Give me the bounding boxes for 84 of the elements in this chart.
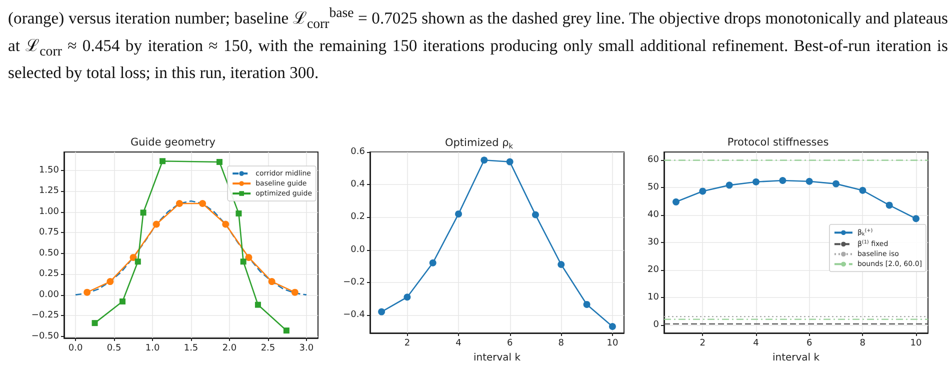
- point: [912, 215, 920, 222]
- point: [583, 300, 590, 308]
- x-tick-label: 4: [753, 338, 760, 348]
- point: [84, 288, 91, 296]
- y-tick-label: 0.75: [38, 228, 59, 238]
- y-tick-label: 40: [648, 210, 660, 220]
- point: [752, 178, 760, 186]
- point: [160, 158, 166, 164]
- point: [404, 294, 411, 301]
- point: [506, 158, 514, 166]
- y-tick-label: 30: [648, 238, 660, 248]
- y-tick-label: 60: [648, 155, 660, 166]
- x-tick-label: 10: [606, 338, 618, 348]
- point: [726, 182, 733, 189]
- x-tick-label: 2.5: [260, 344, 276, 354]
- x-tick-label: 6: [806, 338, 812, 348]
- point: [886, 202, 893, 209]
- y-tick-label: 1.25: [38, 186, 59, 196]
- y-tick-label: 1.50: [38, 165, 60, 176]
- x-axis-title: interval k: [473, 352, 521, 364]
- x-tick-label: 1.0: [145, 344, 160, 354]
- y-tick-label: 1.00: [38, 206, 60, 217]
- x-tick-label: 2.0: [222, 344, 237, 354]
- point: [222, 220, 230, 228]
- point: [378, 308, 386, 316]
- point: [199, 200, 206, 207]
- y-tick-label: 50: [648, 182, 660, 193]
- x-tick-label: 6: [506, 338, 513, 348]
- point: [480, 156, 488, 164]
- point: [134, 258, 141, 265]
- point: [106, 278, 114, 286]
- y-tick-label: 0.0: [350, 244, 366, 255]
- x-axis-title: interval k: [772, 352, 820, 364]
- x-tick-label: 4: [456, 338, 462, 348]
- point: [672, 198, 680, 206]
- chart-title: Protocol stiffnesses: [727, 136, 829, 148]
- y-tick-label: −0.25: [31, 310, 59, 321]
- point: [558, 261, 565, 268]
- point: [268, 278, 276, 286]
- y-tick-label: 0: [653, 320, 660, 330]
- x-tick-label: 8: [860, 338, 866, 348]
- y-tick-label: 10: [648, 292, 660, 302]
- y-tick-label: −0.2: [343, 277, 365, 288]
- point: [216, 158, 222, 165]
- x-tick-label: 1.5: [184, 344, 198, 354]
- x-tick-label: 2: [700, 338, 706, 348]
- point: [859, 186, 866, 194]
- y-tick-label: −0.4: [343, 310, 366, 320]
- point: [429, 259, 436, 266]
- point: [532, 211, 539, 218]
- y-tick-label: 0.00: [38, 290, 60, 300]
- point: [699, 188, 706, 195]
- y-tick-label: 0.6: [350, 147, 366, 157]
- point: [806, 178, 813, 185]
- point: [130, 254, 137, 261]
- x-tick-label: 8: [558, 338, 564, 348]
- point: [291, 288, 298, 296]
- point: [455, 210, 462, 218]
- y-tick-label: 0.50: [38, 248, 60, 258]
- y-tick-label: 0.4: [350, 180, 366, 190]
- x-tick-label: 0.5: [106, 344, 122, 354]
- x-tick-label: 3.0: [299, 344, 314, 354]
- point: [240, 258, 246, 265]
- point: [283, 328, 290, 334]
- point: [254, 302, 261, 308]
- point: [832, 180, 840, 188]
- chart-title: Guide geometry: [130, 136, 216, 148]
- point: [152, 220, 160, 228]
- x-tick-label: 0.0: [68, 344, 83, 354]
- text: (orange) versus iteration number; baseline ℒ$_{corr}$$^{base}$ = 0.7025 shown as the dashed grey line. The objective drops monotonically and plateaus at ℒ$_{corr}$ ≈ 0.454 by iteration ≈ 150, with the remaining 150 iterations producing only small additional refinement. Best-of-run iteration is selected by total loss; in this run, iteration 300.: [8, 5, 948, 82]
- point: [176, 200, 183, 207]
- point: [608, 322, 616, 330]
- point: [245, 254, 252, 261]
- x-tick-label: 2: [404, 338, 410, 348]
- point: [236, 210, 242, 216]
- y-tick-label: 0.25: [38, 269, 59, 280]
- point: [92, 320, 98, 326]
- point: [140, 210, 146, 216]
- point: [119, 298, 126, 304]
- x-tick-label: 10: [910, 338, 922, 348]
- y-tick-label: 20: [648, 264, 660, 275]
- y-tick-label: −0.50: [31, 331, 60, 342]
- point: [779, 177, 786, 184]
- y-tick-label: 0.2: [350, 212, 365, 222]
